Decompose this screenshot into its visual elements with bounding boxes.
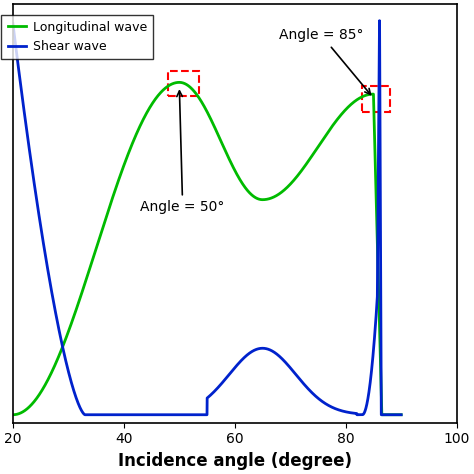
Bar [362, 86, 390, 112]
Text: Angle = 50°: Angle = 50° [140, 91, 225, 214]
Bar [168, 71, 199, 96]
X-axis label: Incidence angle (degree): Incidence angle (degree) [118, 452, 352, 470]
Legend: Longitudinal wave, Shear wave: Longitudinal wave, Shear wave [1, 15, 153, 59]
Text: Angle = 85°: Angle = 85° [279, 28, 371, 94]
